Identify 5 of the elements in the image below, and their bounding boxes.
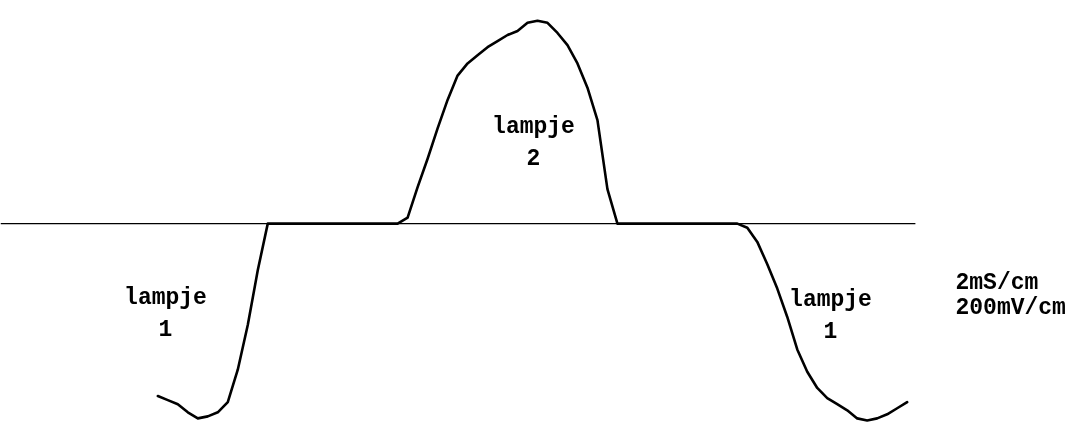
annotation: lampje 2 bbox=[492, 113, 575, 172]
text: 2mS/cm bbox=[955, 269, 1039, 296]
annotation: lampje 1 bbox=[789, 286, 872, 345]
annotation: lampje 1 bbox=[124, 284, 207, 343]
text: 200mV/cm bbox=[955, 294, 1066, 321]
